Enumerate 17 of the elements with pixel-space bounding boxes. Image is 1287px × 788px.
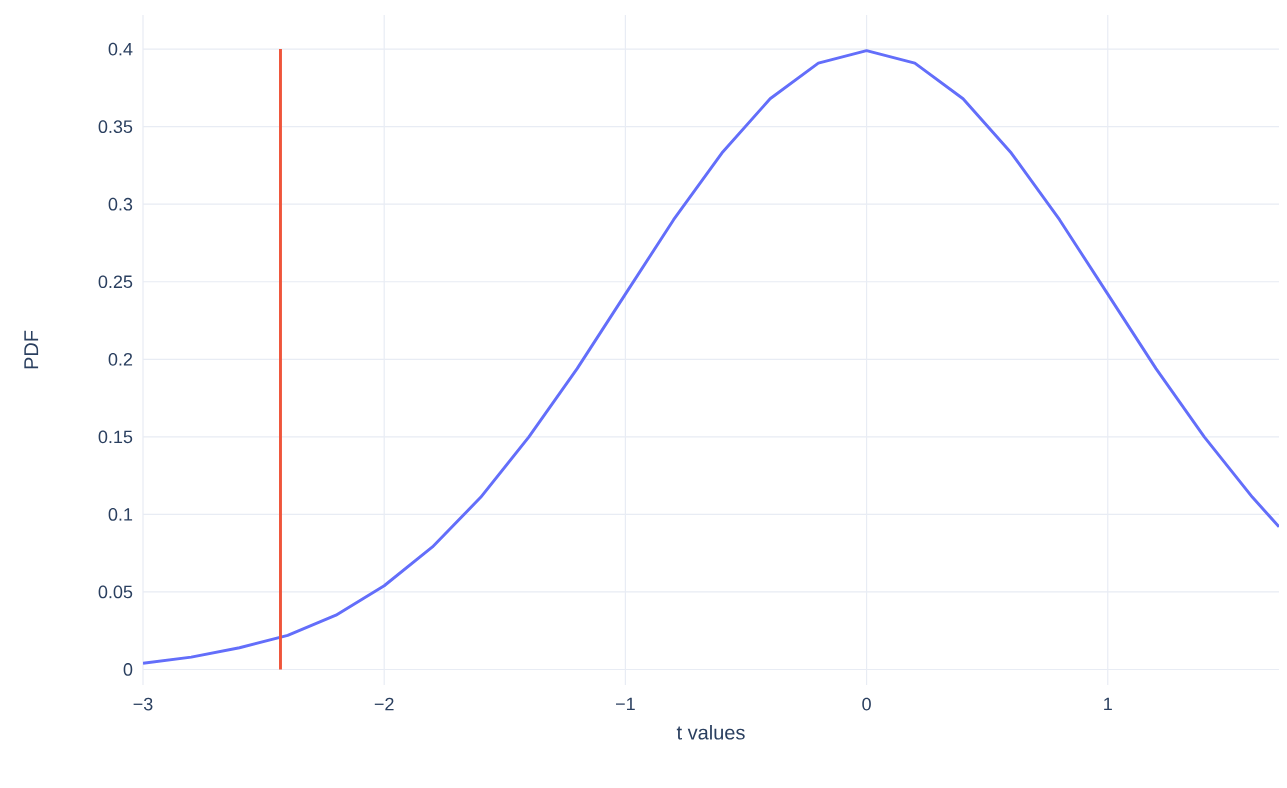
y-tick-label: 0.4 <box>108 42 133 56</box>
x-tick-label: 1 <box>1104 697 1112 711</box>
x-tick-label: −2 <box>374 697 394 711</box>
y-tick-label: 0.3 <box>108 197 133 211</box>
y-tick-label: 0.25 <box>98 275 133 289</box>
x-tick-label: −1 <box>616 697 635 711</box>
y-tick-label: 0.05 <box>98 585 133 599</box>
y-axis-title: PDF <box>24 330 39 369</box>
x-tick-label: 0 <box>862 697 871 711</box>
y-tick-label: 0.35 <box>98 120 133 134</box>
y-tick-label: 0 <box>123 663 133 676</box>
y-tick-label: 0.2 <box>108 352 133 366</box>
x-axis-title: t values <box>676 724 745 740</box>
y-tick-label: 0.15 <box>98 430 133 444</box>
x-tick-label: −3 <box>133 697 153 711</box>
line-series <box>143 49 1280 665</box>
y-tick-label: 0.1 <box>108 508 133 521</box>
